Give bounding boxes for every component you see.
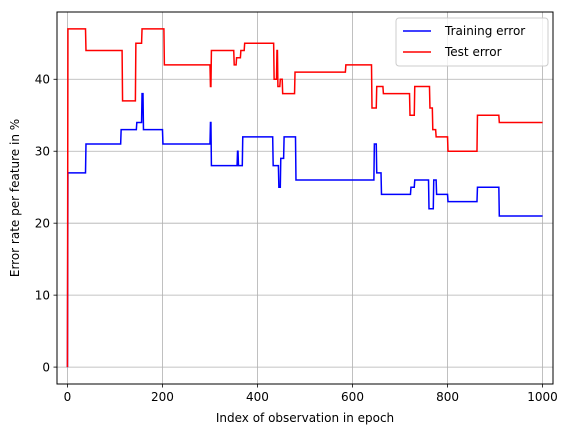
plot-frame (56, 11, 554, 385)
x-tick-label: 1000 (527, 390, 558, 404)
training-error-line (66, 92, 543, 368)
y-tick-label: 20 (35, 216, 50, 230)
y-axis-label: Error rate per feature in % (8, 119, 22, 277)
axis-ticks: 0 200 400 600 800 1000 0 10 20 30 40 (35, 73, 558, 404)
y-tick-label: 0 (42, 360, 50, 374)
x-tick-label: 600 (341, 390, 364, 404)
x-axis-label: Index of observation in epoch (216, 411, 394, 425)
legend-box (395, 17, 549, 67)
legend-label-training: Training error (444, 24, 525, 38)
legend: Training error Test error (395, 17, 549, 67)
y-tick-label: 30 (35, 145, 50, 159)
x-tick-label: 800 (436, 390, 459, 404)
y-tick-label: 10 (35, 288, 50, 302)
x-tick-label: 0 (64, 390, 72, 404)
x-tick-label: 200 (151, 390, 174, 404)
x-tick-label: 400 (246, 390, 269, 404)
test-error-line (66, 28, 543, 368)
legend-label-test: Test error (444, 45, 502, 59)
series-lines (66, 28, 543, 368)
y-tick-label: 40 (35, 73, 50, 87)
